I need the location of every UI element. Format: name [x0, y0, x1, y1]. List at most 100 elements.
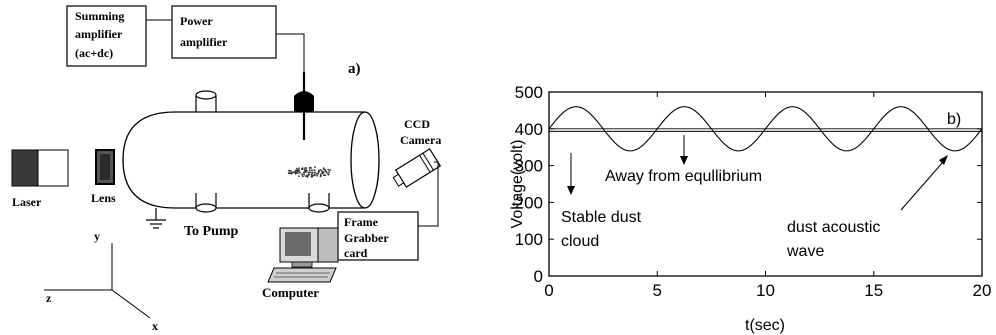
bottom-port-right-opening	[308, 203, 330, 213]
dust-particle	[301, 168, 303, 171]
coordinate-axes	[44, 243, 151, 319]
arrow-stable-head	[567, 186, 575, 195]
arrow-equilibrium-head	[680, 156, 688, 165]
annotation-equilibrium: Away from equllibrium	[605, 168, 762, 185]
x-tick-label: 15	[864, 281, 883, 300]
dust-particle	[319, 169, 322, 171]
dust-particle	[327, 173, 330, 176]
dust-particle	[327, 169, 330, 171]
probe-cap	[294, 91, 314, 112]
dust-particle	[318, 169, 320, 172]
dust-particle	[294, 171, 297, 173]
chamber-window	[350, 111, 380, 209]
dust-particle	[317, 171, 320, 174]
series-group	[548, 106, 983, 152]
power-amplifier-label-1: Power	[180, 14, 213, 28]
setup-diagram: Summing amplifier (ac+dc) Power amplifie…	[11, 5, 442, 333]
dust-particle	[303, 171, 306, 174]
panel-b-label: b)	[947, 111, 961, 128]
dust-particle	[298, 175, 300, 178]
frame-grabber-label-3: card	[344, 246, 368, 260]
dust-particle	[313, 169, 316, 172]
dust-particle	[314, 174, 316, 177]
ccd-camera-icon	[392, 148, 442, 188]
x-ticks: 0 5 10 15 20	[544, 92, 991, 300]
y-ticks: 0 100 200 300 400 500	[515, 83, 982, 286]
laser-icon	[11, 149, 69, 187]
y-tick-label: 400	[515, 120, 543, 139]
annotation-stable-2: cloud	[561, 233, 599, 250]
axis-y-label: y	[94, 229, 100, 243]
dust-particle	[305, 167, 308, 170]
axis-z-label: z	[46, 291, 52, 305]
camera-wire	[418, 161, 439, 227]
dust-particle	[308, 169, 311, 172]
dust-particle	[322, 168, 325, 171]
dust-particle	[320, 174, 322, 177]
y-tick-label: 0	[534, 267, 543, 286]
y-axis-title: Voltage(volt)	[509, 140, 526, 229]
dust-particle	[296, 169, 299, 172]
dust-particle	[329, 169, 331, 172]
dust-particle	[296, 172, 299, 175]
dust-particle	[324, 170, 327, 173]
frame-grabber-box	[337, 211, 419, 261]
dust-particle	[295, 167, 298, 170]
y-tick-label: 100	[515, 230, 543, 249]
x-tick-label: 10	[756, 281, 775, 300]
annotation-wave-1: dust acoustic	[787, 219, 880, 236]
dust-particle	[311, 169, 313, 172]
annotation-wave-2: wave	[786, 243, 824, 260]
frame-grabber-label-1: Frame	[344, 215, 379, 229]
ccd-camera-label-2: Camera	[400, 133, 441, 147]
dust-particle	[309, 166, 311, 169]
dust-particle	[324, 174, 327, 177]
bottom-port-left-walls	[195, 193, 217, 208]
top-port-opening	[195, 90, 217, 100]
power-amplifier-label-2: amplifier	[180, 35, 228, 49]
y-tick-label: 200	[515, 193, 543, 212]
dust-particle	[328, 171, 330, 174]
top-port	[195, 96, 217, 112]
dust-particle	[312, 174, 314, 177]
annotation-stable-1: Stable dust	[561, 209, 642, 226]
dust-particle	[314, 166, 316, 169]
dust-particle	[306, 176, 309, 178]
dust-particle	[305, 170, 308, 173]
computer-icon	[267, 227, 339, 283]
dust-particle	[298, 167, 300, 170]
summing-amplifier-label-2: amplifier	[75, 27, 123, 41]
arrow-wave-shaft	[900, 161, 944, 211]
dust-particle	[290, 171, 293, 174]
y-tick-label: 500	[515, 83, 543, 102]
frame-grabber-label-2: Grabber	[344, 231, 389, 245]
lens-label: Lens	[91, 191, 116, 205]
axis-x-label: x	[152, 319, 158, 333]
dust-particle	[314, 171, 316, 174]
dust-particle	[288, 169, 290, 172]
dust-particle	[322, 171, 325, 174]
dust-particle	[301, 175, 304, 178]
dust-particle	[292, 171, 295, 174]
ccd-camera-label-1: CCD	[404, 117, 430, 131]
dust-particle	[311, 171, 314, 174]
computer-label: Computer	[262, 285, 319, 300]
power-wire	[276, 33, 305, 88]
dust-particle	[297, 169, 300, 172]
dust-particle	[287, 172, 290, 174]
dust-particle	[304, 175, 307, 178]
dust-particle	[305, 169, 307, 172]
dust-particle	[298, 171, 301, 174]
x-axis-title: t(sec)	[745, 317, 785, 334]
dust-particle	[307, 171, 310, 174]
laser-label: Laser	[12, 195, 42, 209]
dust-particle	[301, 173, 303, 176]
y-tick-label: 300	[515, 157, 543, 176]
dust-particle	[311, 175, 313, 178]
arrow-wave-head	[939, 155, 948, 165]
dust-particle	[304, 167, 306, 169]
bottom-port-right-walls	[308, 193, 330, 208]
dust-particle	[307, 174, 310, 176]
